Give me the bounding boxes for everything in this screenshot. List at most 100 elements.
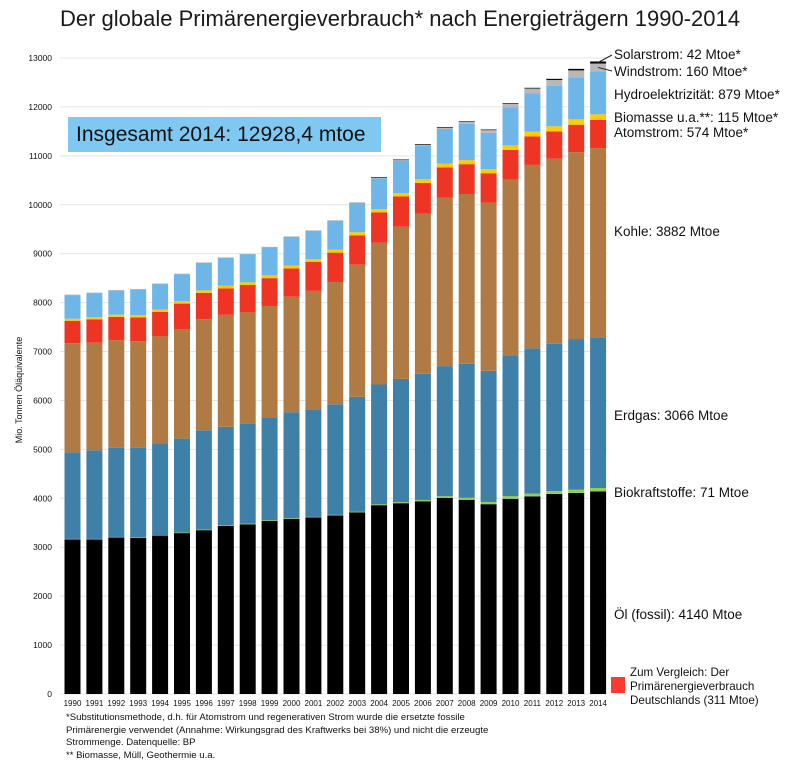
bar-segment-biokraftstoffe (152, 535, 169, 536)
bar-segment-oel (568, 492, 585, 694)
bar-segment-biokraftstoffe (349, 511, 366, 513)
bar-segment-oel (480, 504, 497, 694)
bar-segment-oel (393, 503, 409, 694)
compare-note: Zum Vergleich: Der Primärenergieverbrauc… (630, 666, 759, 707)
bar-segment-biomasse (195, 290, 212, 293)
y-tick-label: 10000 (28, 200, 52, 210)
total-2014-box: Insgesamt 2014: 12928,4 mtoe (68, 117, 381, 152)
x-tick-label: 2001 (305, 699, 323, 708)
bar-segment-biomasse (371, 209, 388, 213)
bar-segment-atomstrom (524, 136, 541, 165)
x-tick-label: 1997 (217, 699, 235, 708)
bar-segment-atomstrom (86, 319, 103, 343)
bar-segment-windstrom (174, 273, 190, 275)
bar-segment-oel (283, 518, 300, 694)
bar-segment-atomstrom (590, 119, 607, 149)
bar-segment-erdgas (568, 339, 585, 490)
bar-segment-oel (64, 539, 81, 694)
bar-segment-oel (217, 525, 234, 694)
x-tick-label: 2011 (524, 699, 542, 708)
bar-segment-biomasse (174, 301, 190, 304)
bar-segment-kohle (458, 194, 475, 364)
annotation-windstrom: Windstrom: 160 Mtoe* (614, 64, 748, 79)
bar-segment-hydro (86, 292, 103, 318)
bar-segment-oel (305, 517, 322, 694)
bar-segment-biokraftstoffe (327, 514, 344, 516)
bar-segment-kohle (174, 329, 190, 439)
bars (64, 61, 607, 694)
bar-segment-biomasse (590, 114, 607, 120)
annotation-hydro: Hydroelektrizität: 879 Mtoe* (614, 87, 780, 102)
bar-segment-atomstrom (283, 268, 300, 297)
x-tick-label: 2004 (370, 699, 388, 708)
bar-segment-atomstrom (480, 173, 497, 203)
annotation-biomasse: Biomasse u.a.**: 115 Mtoe* (614, 110, 779, 125)
bar-segment-windstrom (152, 283, 169, 285)
bar-segment-atomstrom (64, 320, 81, 344)
bar-segment-biokraftstoffe (546, 490, 563, 494)
bar-segment-erdgas (261, 417, 278, 521)
bar-segment-erdgas (524, 348, 541, 494)
y-tick-label: 0 (47, 689, 52, 699)
bar-segment-erdgas (283, 412, 300, 519)
bar-segment-hydro (305, 230, 322, 260)
bar-segment-biomasse (546, 126, 563, 132)
bar-segment-atomstrom (261, 278, 278, 307)
bar-segment-biokraftstoffe (436, 496, 453, 498)
bar-segment-biomasse (524, 131, 541, 137)
x-tick-label: 1999 (261, 699, 279, 708)
bar-segment-solarstrom (393, 159, 409, 161)
bar-segment-kohle (502, 179, 519, 356)
y-tick-label: 4000 (33, 493, 52, 503)
bar-segment-hydro (371, 178, 388, 210)
y-axis-ticks: 0 1000 2000 3000 4000 5000 6000 7000 8000 9000 100… (28, 53, 52, 699)
bar-segment-biokraftstoffe (524, 493, 541, 497)
bar-segment-oel (590, 491, 607, 694)
bar-segment-oel (108, 537, 125, 694)
y-tick-label: 8000 (33, 298, 52, 308)
bar-segment-hydro (130, 289, 147, 316)
bar-segment-atomstrom (239, 285, 256, 313)
bar-segment-windstrom (261, 246, 278, 248)
bar-segment-atomstrom (458, 164, 475, 195)
bar-segment-erdgas (436, 366, 453, 497)
bar-segment-biomasse (64, 318, 81, 321)
bar-segment-erdgas (108, 447, 125, 537)
bar-segment-hydro (436, 128, 453, 164)
annotation-erdgas: Erdgas: 3066 Mtoe (614, 408, 729, 423)
y-tick-label: 7000 (33, 347, 52, 357)
footnote-line: *Substitutionsmethode, d.h. für Atomstro… (66, 712, 465, 723)
bar-segment-atomstrom (393, 196, 409, 227)
bar-segment-atomstrom (568, 124, 585, 153)
bar-segment-biomasse (108, 314, 125, 317)
y-tick-label: 5000 (33, 444, 52, 454)
bar-segment-solarstrom (414, 144, 431, 145)
bar-segment-windstrom (283, 236, 300, 237)
bar-segment-hydro (217, 257, 234, 286)
bar-segment-kohle (327, 281, 344, 405)
bar-segment-biokraftstoffe (64, 538, 81, 540)
bar-segment-kohle (436, 197, 453, 367)
x-tick-label: 2014 (589, 699, 607, 708)
bar-segment-atomstrom (502, 149, 519, 180)
x-tick-label: 2010 (502, 699, 520, 708)
bar-segment-biomasse (436, 163, 453, 168)
bar-segment-kohle (546, 158, 563, 344)
bar-segment-kohle (480, 202, 497, 371)
bar-segment-atomstrom (130, 317, 147, 342)
annotation-biokraftstoffe: Biokraftstoffe: 71 Mtoe (614, 485, 749, 500)
bar-segment-kohle (64, 343, 81, 453)
bar-segment-hydro (283, 236, 300, 266)
bar-segment-erdgas (305, 409, 322, 517)
bar-segment-oel (239, 524, 256, 694)
bar-segment-kohle (239, 312, 256, 424)
bar-segment-atomstrom (108, 316, 125, 341)
bar-segment-biokraftstoffe (217, 525, 234, 526)
bar-segment-kohle (86, 342, 103, 451)
bar-segment-biomasse (393, 193, 409, 197)
bar-segment-atomstrom (436, 167, 453, 198)
bar-segment-oel (436, 497, 453, 694)
x-tick-label: 2003 (348, 699, 366, 708)
bar-segment-erdgas (480, 370, 497, 502)
bar-segment-hydro (480, 132, 497, 170)
